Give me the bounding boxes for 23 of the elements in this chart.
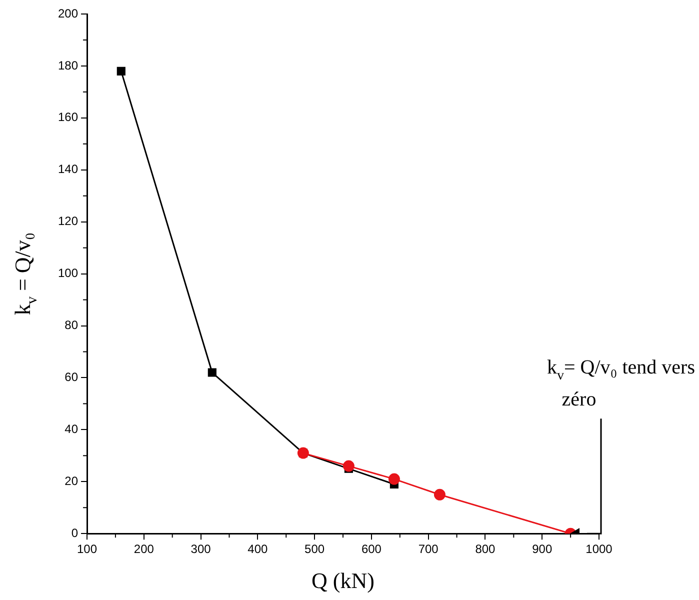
y-tick-label: 200: [58, 6, 78, 20]
y-tick-label: 140: [58, 162, 78, 176]
y-tick-label: 80: [64, 318, 78, 332]
y-tick-label: 100: [58, 266, 78, 280]
y-tick-label: 0: [71, 526, 78, 540]
x-tick-label: 800: [475, 542, 496, 556]
x-tick-label: 600: [361, 542, 382, 556]
x-tick-label: 500: [304, 542, 325, 556]
y-tick-label: 160: [58, 110, 78, 124]
y-tick-label: 120: [58, 214, 78, 228]
x-tick-label: 900: [532, 542, 552, 556]
x-tick-label: 700: [418, 542, 439, 556]
y-tick-label: 180: [58, 58, 78, 72]
x-tick-label: 1000: [586, 542, 613, 556]
x-tick-label: 100: [77, 542, 98, 556]
x-tick-label: 200: [134, 542, 154, 556]
y-tick-label: 20: [64, 474, 78, 488]
x-tick-label: 300: [190, 542, 212, 556]
y-axis-title: kv = Q/v₀: [10, 232, 41, 316]
x-tick-label: 400: [248, 542, 268, 556]
y-tick-label: 60: [64, 370, 78, 384]
y-tick-label: 40: [64, 422, 78, 436]
x-axis-title: Q (kN): [312, 568, 374, 593]
